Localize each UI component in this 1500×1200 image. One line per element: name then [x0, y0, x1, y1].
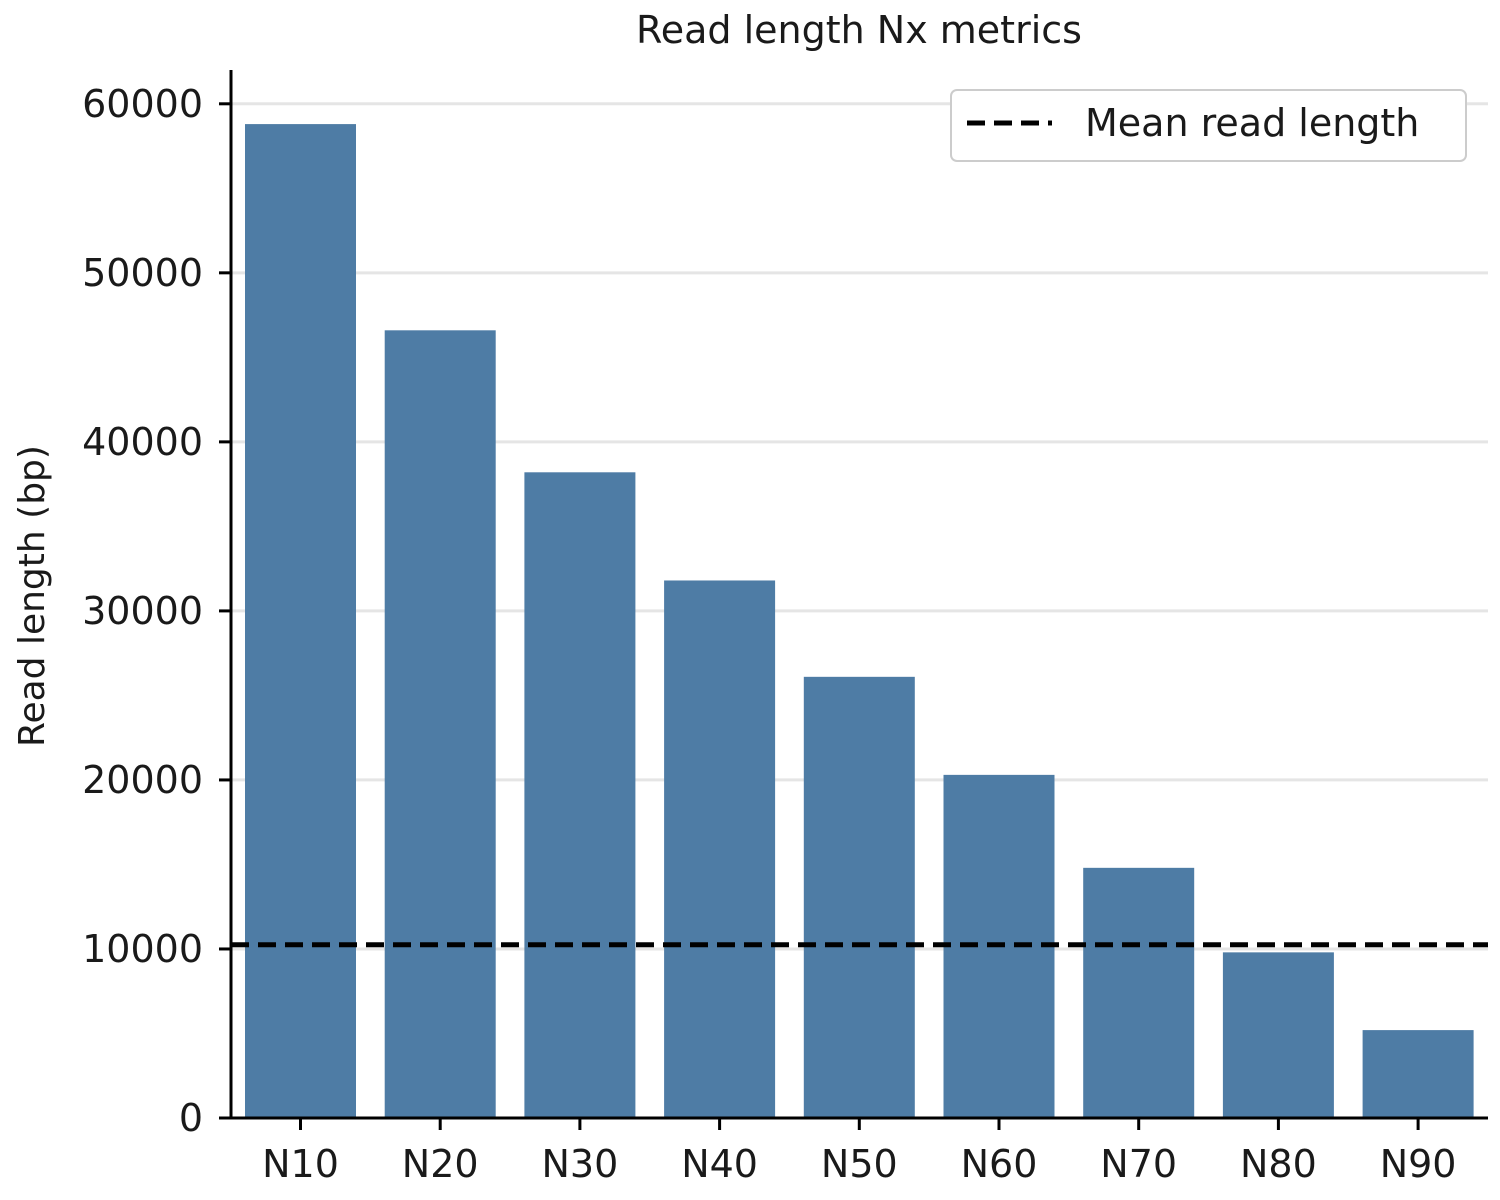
y-tick-label: 50000	[82, 251, 203, 295]
y-ticks: 0 10000 20000 30000 40000 50000 60000	[82, 82, 231, 1140]
x-tick-label: N10	[262, 1142, 339, 1186]
y-tick-label: 60000	[82, 82, 203, 126]
x-tick-label: N90	[1380, 1142, 1457, 1186]
x-tick-label: N60	[961, 1142, 1038, 1186]
y-tick-label: 30000	[82, 589, 203, 633]
bar-n80	[1222, 952, 1334, 1118]
x-tick-label: N80	[1240, 1142, 1317, 1186]
y-tick-label: 0	[179, 1096, 203, 1140]
x-tick-label: N20	[402, 1142, 479, 1186]
bar-n50	[803, 676, 915, 1118]
x-tick-label: N30	[542, 1142, 619, 1186]
y-tick-label: 10000	[82, 927, 203, 971]
x-ticks: N10 N20 N30 N40 N50 N60 N70 N80 N90	[262, 1118, 1456, 1186]
y-tick-label: 20000	[82, 758, 203, 802]
legend: Mean read length	[950, 89, 1467, 162]
y-tick-label: 40000	[82, 420, 203, 464]
bar-n30	[524, 472, 636, 1119]
bars	[245, 124, 1474, 1119]
bar-n10	[245, 124, 356, 1118]
x-tick-label: N50	[821, 1142, 898, 1186]
bar-n40	[664, 580, 776, 1118]
legend-label: Mean read length	[1085, 101, 1419, 145]
bar-n20	[384, 330, 496, 1118]
y-axis-label: Read length (bp)	[12, 445, 53, 747]
chart-title: Read length Nx metrics	[636, 8, 1082, 52]
bar-n70	[1083, 867, 1195, 1118]
bar-n90	[1362, 1030, 1474, 1118]
x-tick-label: N70	[1100, 1142, 1177, 1186]
x-tick-label: N40	[681, 1142, 758, 1186]
legend-box	[950, 89, 1467, 162]
